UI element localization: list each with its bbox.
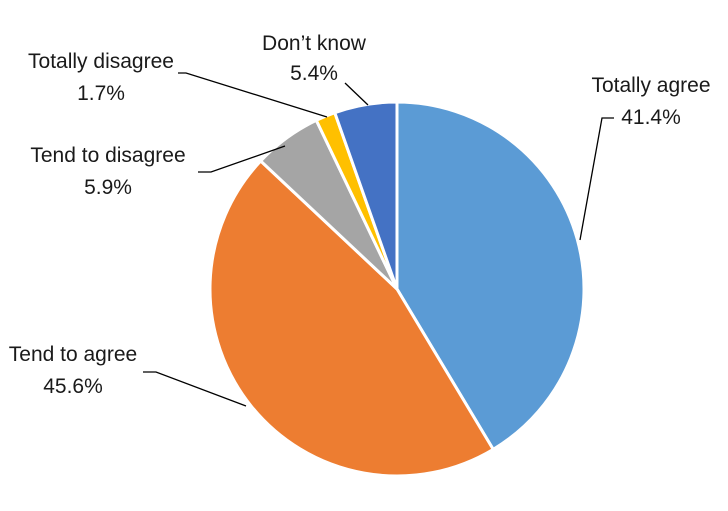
slice-value-tend-to-disagree: 5.9% xyxy=(84,176,132,199)
slice-value-dont-know: 5.4% xyxy=(290,62,338,85)
leader-line-tend-to-agree xyxy=(143,371,247,407)
slice-value-totally-agree: 41.4% xyxy=(621,106,681,129)
slice-label-totally-agree: Totally agree xyxy=(591,74,710,97)
slice-label-totally-disagree: Totally disagree xyxy=(28,50,174,73)
slice-label-tend-to-agree: Tend to agree xyxy=(9,343,137,366)
slice-label-tend-to-disagree: Tend to disagree xyxy=(30,144,185,167)
slice-dont-know xyxy=(332,100,399,290)
leader-line-tend-to-disagree xyxy=(198,145,286,173)
leader-line-totally-agree xyxy=(579,117,614,241)
slice-totally-agree xyxy=(395,100,586,452)
slice-value-totally-disagree: 1.7% xyxy=(77,82,125,105)
slice-value-tend-to-agree: 45.6% xyxy=(43,375,103,398)
slice-tend-to-agree xyxy=(208,158,496,478)
pie-slices xyxy=(208,100,586,478)
slice-label-dont-know: Don’t know xyxy=(262,32,367,55)
leader-line-dont-know xyxy=(344,82,369,106)
leader-line-totally-disagree xyxy=(178,72,328,118)
